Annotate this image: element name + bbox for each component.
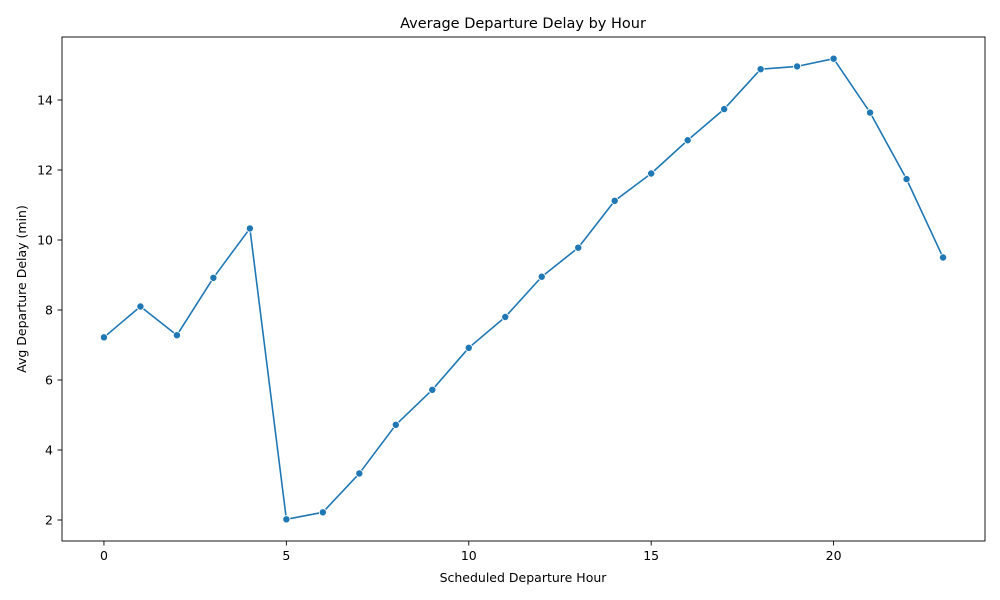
data-point: [902, 175, 911, 184]
data-point: [464, 343, 473, 352]
data-point: [172, 331, 181, 340]
y-tick-label: 6: [45, 373, 53, 388]
x-axis-ticks: 0 5 10 15 20: [100, 541, 842, 563]
x-tick-label: 0: [100, 548, 108, 563]
x-tick-label: 20: [826, 548, 842, 563]
data-point: [647, 169, 656, 178]
data-point: [720, 105, 729, 114]
data-point: [428, 385, 437, 394]
y-axis-ticks: 2 4 6 8 10 12 14: [37, 93, 62, 528]
data-point: [793, 62, 802, 71]
data-point: [537, 272, 546, 281]
y-tick-label: 2: [45, 513, 53, 528]
delay-series-line: [103, 57, 944, 521]
delay-series-points: [99, 54, 948, 524]
plot-frame: [61, 36, 986, 542]
data-point: [318, 508, 327, 517]
y-tick-label: 10: [37, 233, 53, 248]
data-point: [866, 108, 875, 117]
y-tick-label: 8: [45, 303, 53, 318]
data-point: [683, 136, 692, 145]
data-point: [939, 253, 948, 262]
data-point: [574, 243, 583, 252]
x-axis-label: Scheduled Departure Hour: [440, 570, 608, 585]
data-point: [99, 333, 108, 342]
plot-area: 0 5 10 15 20 2 4 6 8 10 12 14: [37, 36, 986, 563]
data-point: [355, 469, 364, 478]
x-tick-label: 10: [461, 548, 477, 563]
data-point: [501, 312, 510, 321]
data-point: [610, 196, 619, 205]
data-point: [136, 302, 145, 311]
data-point: [282, 515, 291, 524]
data-point: [756, 65, 765, 74]
y-tick-label: 4: [45, 443, 53, 458]
data-point: [391, 420, 400, 429]
y-axis-label: Avg Departure Delay (min): [14, 205, 29, 373]
y-tick-label: 14: [37, 93, 53, 108]
x-tick-label: 5: [282, 548, 290, 563]
data-point: [829, 54, 838, 63]
chart-title: Average Departure Delay by Hour: [400, 16, 646, 32]
y-tick-label: 12: [37, 163, 53, 178]
x-tick-label: 15: [643, 548, 659, 563]
data-point: [245, 224, 254, 233]
data-point: [209, 273, 218, 282]
